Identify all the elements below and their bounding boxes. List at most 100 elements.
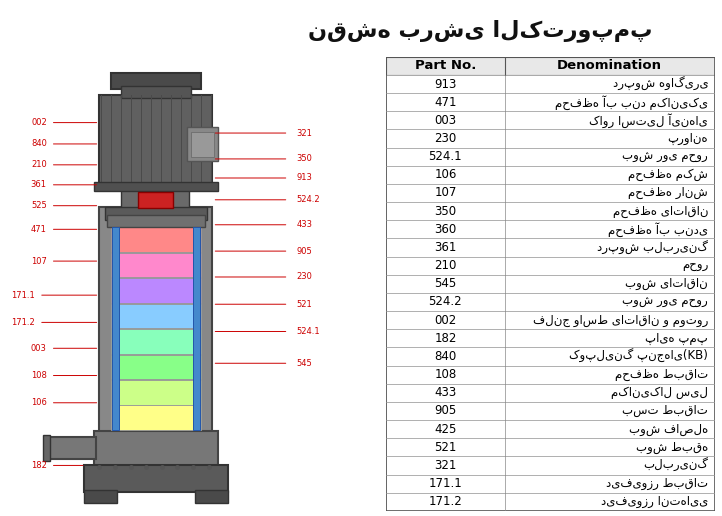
Bar: [386, 420, 715, 438]
Bar: [386, 402, 715, 420]
Bar: [100, 95, 212, 184]
Bar: [386, 220, 715, 238]
Text: نقشه برشی الکتروپمپ: نقشه برشی الکتروپمپ: [308, 20, 653, 42]
Text: 350: 350: [296, 154, 312, 164]
Bar: [386, 475, 715, 493]
Bar: [386, 365, 715, 384]
Text: 321: 321: [296, 128, 312, 138]
Bar: [111, 354, 201, 379]
Text: پایه پمپ: پایه پمپ: [645, 332, 708, 345]
Bar: [386, 130, 715, 148]
Text: 361: 361: [31, 180, 47, 189]
Text: 171.1: 171.1: [429, 477, 462, 490]
Bar: [195, 490, 228, 503]
Text: 840: 840: [31, 139, 47, 149]
Bar: [386, 311, 715, 329]
Bar: [43, 434, 50, 461]
Bar: [84, 490, 117, 503]
Bar: [108, 215, 205, 227]
Text: بوش فاصله: بوش فاصله: [629, 423, 708, 436]
Bar: [386, 329, 715, 347]
Text: پروانه: پروانه: [668, 132, 708, 145]
Text: دیفیوزر طبقات: دیفیوزر طبقات: [606, 477, 708, 490]
Text: 521: 521: [434, 441, 456, 454]
Bar: [386, 57, 715, 75]
Bar: [111, 406, 201, 430]
Bar: [386, 166, 715, 184]
Text: فلنج واسط یاتاقان و موتور: فلنج واسط یاتاقان و موتور: [533, 314, 708, 327]
Text: 003: 003: [435, 114, 456, 127]
Text: 230: 230: [434, 132, 456, 145]
Text: محفظه رانش: محفظه رانش: [628, 186, 708, 200]
Text: 433: 433: [434, 386, 456, 399]
Text: 171.2: 171.2: [12, 318, 35, 327]
Text: 171.1: 171.1: [12, 291, 35, 300]
Text: 471: 471: [31, 225, 47, 234]
Text: 913: 913: [434, 77, 456, 90]
Text: 433: 433: [296, 220, 313, 229]
Bar: [386, 456, 715, 475]
Text: 350: 350: [435, 205, 456, 218]
Text: 106: 106: [31, 398, 47, 407]
Text: 002: 002: [31, 118, 47, 127]
Bar: [193, 227, 199, 430]
Text: 840: 840: [434, 350, 456, 363]
Text: 230: 230: [296, 272, 312, 282]
Bar: [111, 253, 201, 278]
Text: کوپلینگ پنجهای(KB): کوپلینگ پنجهای(KB): [570, 349, 708, 363]
Text: 003: 003: [31, 344, 47, 353]
Text: بست طبقات: بست طبقات: [622, 405, 708, 417]
Text: 524.2: 524.2: [429, 296, 462, 309]
Bar: [94, 431, 218, 467]
Text: 108: 108: [31, 371, 47, 380]
Bar: [386, 148, 715, 166]
Text: 210: 210: [31, 160, 47, 169]
Bar: [386, 347, 715, 365]
Text: 525: 525: [31, 201, 47, 210]
Text: 545: 545: [434, 277, 456, 291]
Bar: [84, 464, 228, 492]
Text: بوش روی محور: بوش روی محور: [622, 296, 708, 309]
Text: 913: 913: [296, 173, 312, 183]
Bar: [386, 384, 715, 402]
Text: دیفیوزر انتهایی: دیفیوزر انتهایی: [601, 495, 708, 508]
Text: 361: 361: [434, 241, 456, 254]
Bar: [386, 438, 715, 456]
Text: محفظه یاتاقان: محفظه یاتاقان: [613, 205, 708, 218]
Text: 524.1: 524.1: [429, 150, 462, 163]
Text: 106: 106: [434, 168, 456, 181]
Bar: [94, 182, 218, 191]
Bar: [47, 437, 95, 459]
Text: 107: 107: [31, 256, 47, 266]
Bar: [111, 380, 201, 405]
Text: 524.2: 524.2: [296, 195, 320, 204]
Bar: [111, 304, 201, 328]
Text: 905: 905: [434, 405, 456, 417]
Text: بوش یاتاقان: بوش یاتاقان: [625, 277, 708, 291]
Text: 107: 107: [434, 186, 456, 200]
Bar: [386, 256, 715, 275]
Bar: [111, 227, 118, 430]
Text: 524.1: 524.1: [296, 327, 320, 336]
Text: محفظه مکش: محفظه مکش: [628, 168, 708, 181]
Bar: [386, 202, 715, 220]
Bar: [386, 75, 715, 93]
Text: بوش روی محور: بوش روی محور: [622, 150, 708, 163]
Text: بلبرینگ: بلبرینگ: [643, 458, 708, 473]
Bar: [386, 275, 715, 293]
Text: 321: 321: [434, 459, 456, 472]
Bar: [111, 278, 201, 303]
Bar: [386, 493, 715, 511]
Text: محفظه آب بند مکانیکی: محفظه آب بند مکانیکی: [555, 95, 708, 109]
Bar: [386, 93, 715, 111]
Bar: [139, 191, 173, 207]
Text: Part No.: Part No.: [414, 59, 476, 72]
Text: 002: 002: [434, 314, 456, 327]
Text: 182: 182: [434, 332, 456, 345]
Text: بوش طبقه: بوش طبقه: [636, 441, 708, 454]
Text: 171.2: 171.2: [429, 495, 462, 508]
Bar: [386, 111, 715, 130]
Bar: [386, 184, 715, 202]
Text: 521: 521: [296, 300, 312, 309]
Bar: [111, 228, 201, 252]
